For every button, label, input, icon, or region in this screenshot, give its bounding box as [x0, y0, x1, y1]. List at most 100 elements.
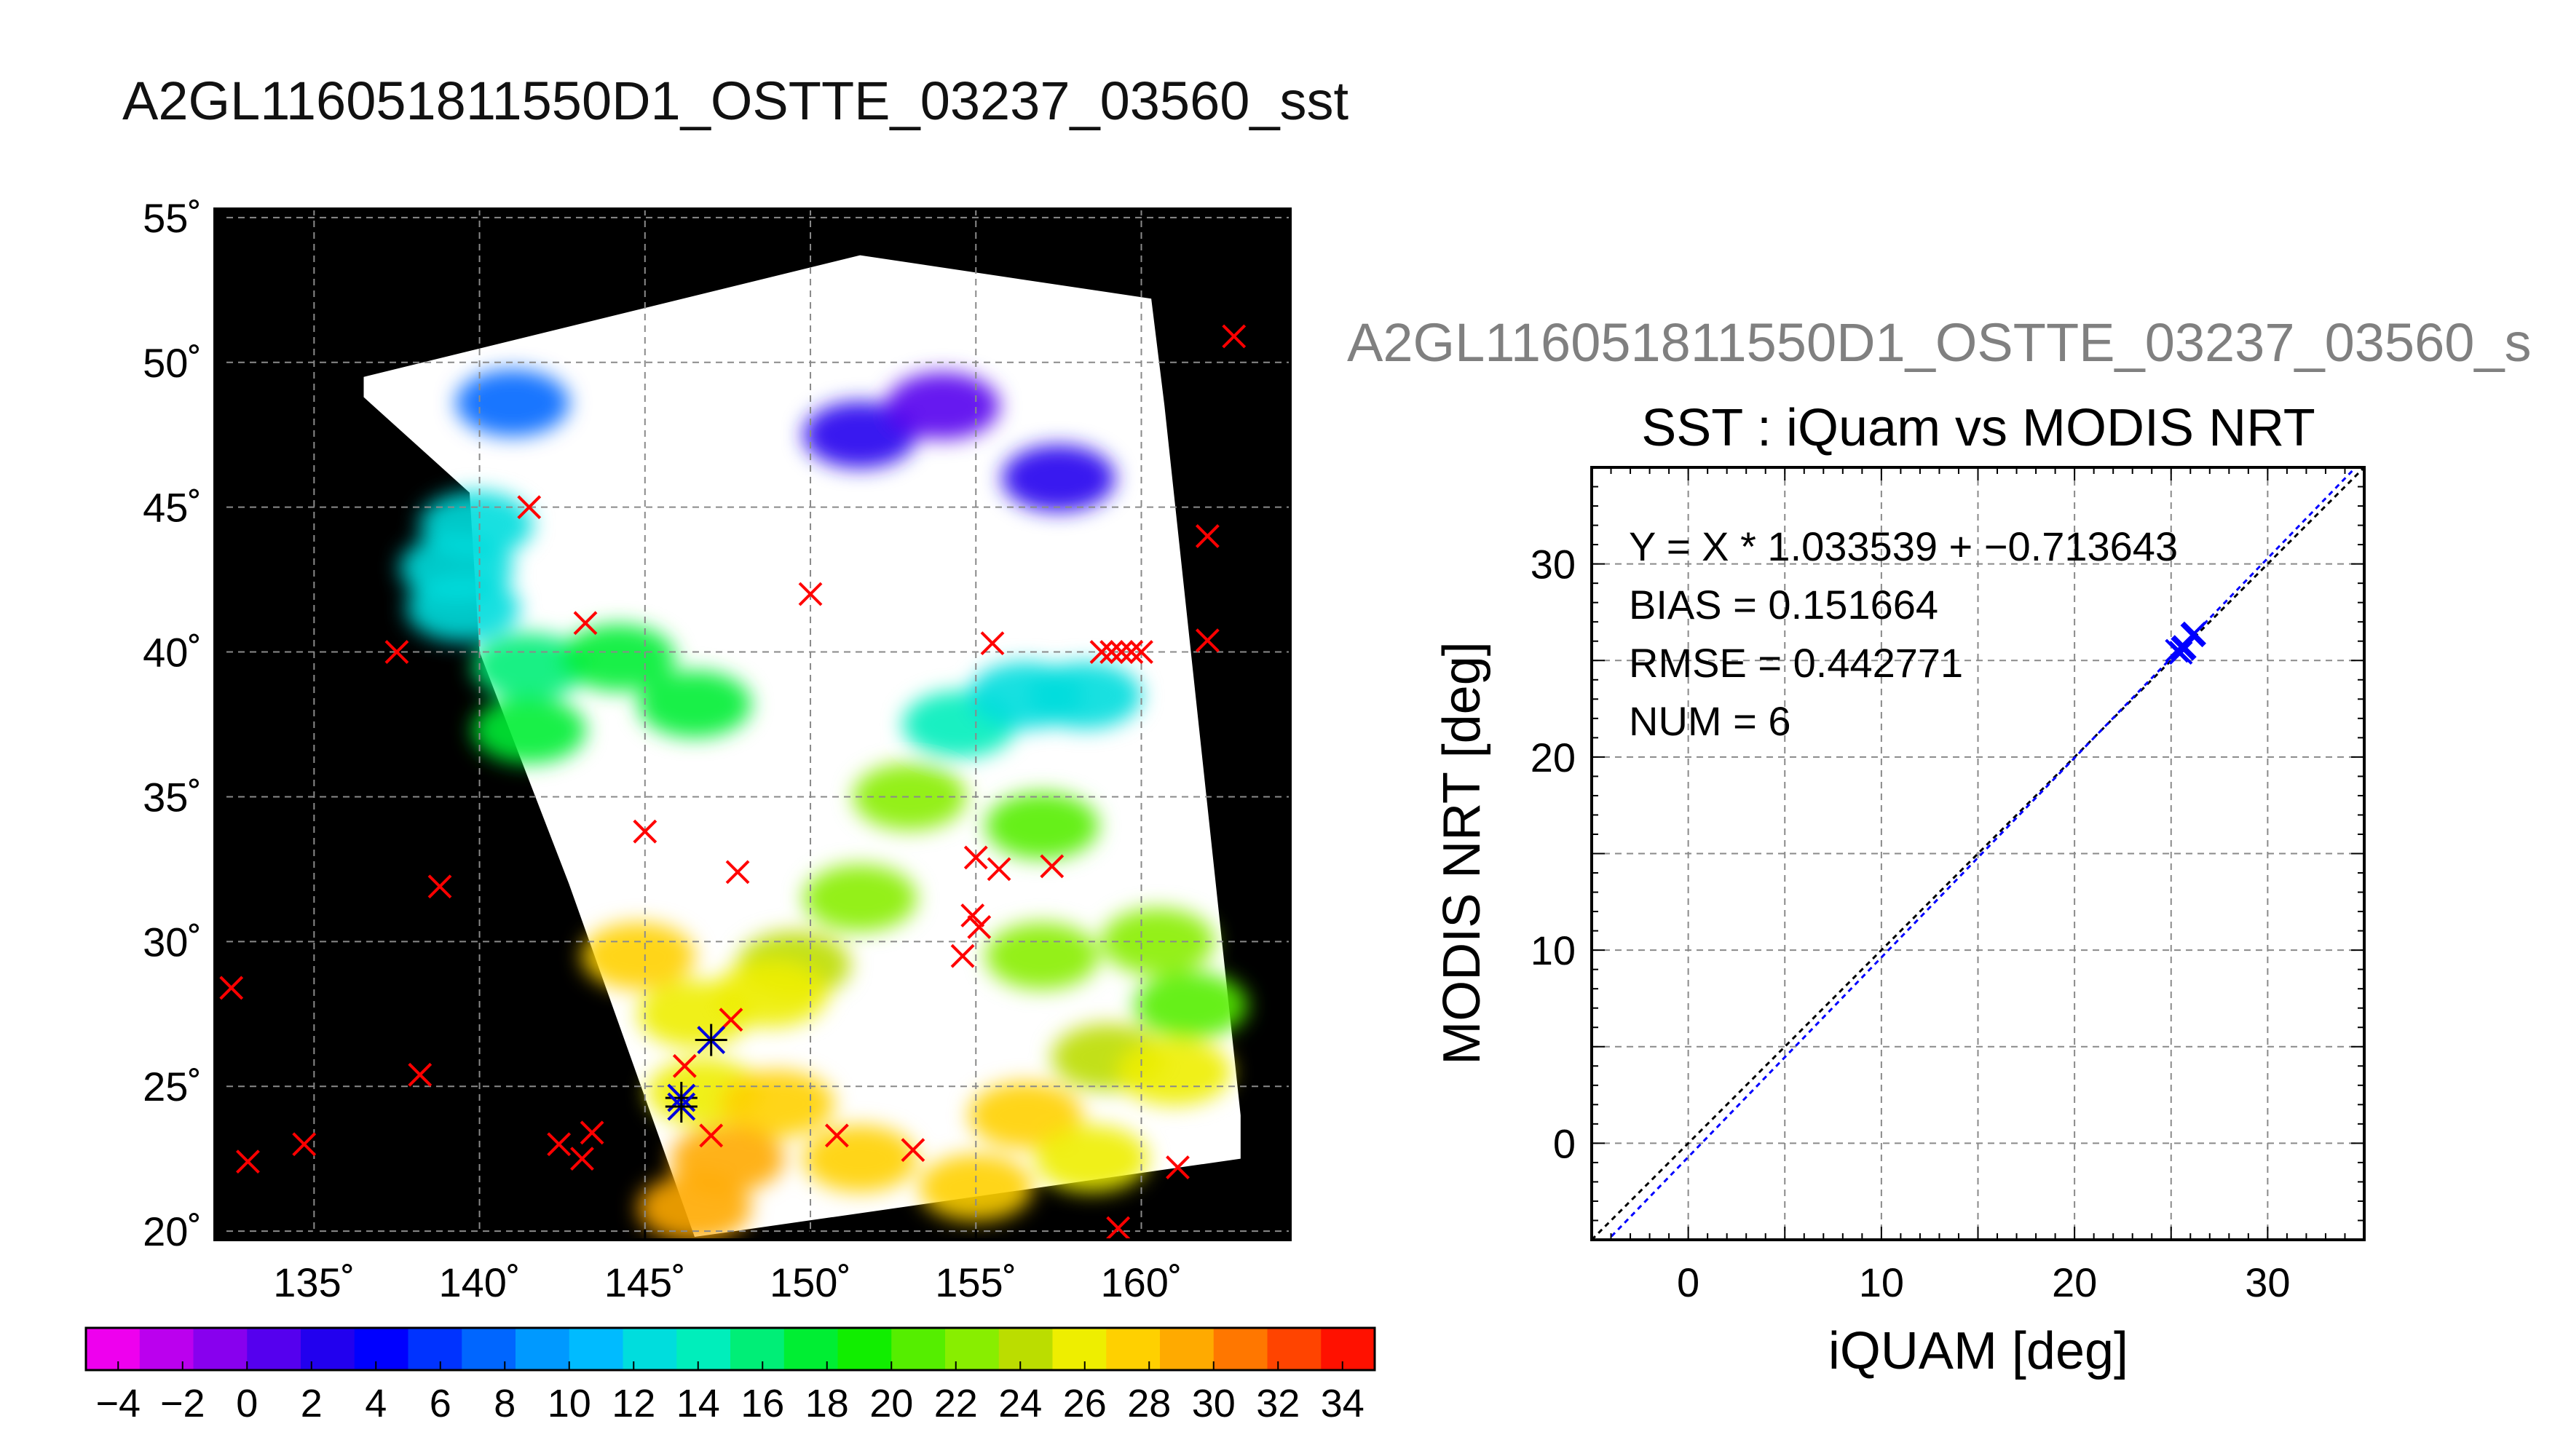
sst-patch [720, 1070, 834, 1138]
scatter-gridlines [1592, 467, 2364, 1240]
sst-patches [399, 369, 1248, 1240]
sst-patch [803, 1125, 917, 1192]
red-observation-marker-stroke-b [950, 943, 975, 968]
colorbar-swatch [516, 1328, 570, 1370]
sst-patch [985, 792, 1099, 860]
sst-patch [853, 763, 967, 831]
scatter-header: A2GL116051811550D1_OSTTE_03237_03560_s [1347, 312, 2532, 373]
colorbar-swatch [354, 1328, 409, 1370]
colorbar-swatch [247, 1328, 301, 1370]
colorbar-tick-label: 30 [1192, 1382, 1236, 1425]
red-observation-marker-stroke-b [798, 582, 823, 606]
sst-patch [985, 922, 1099, 990]
scatter-point-stroke-b [2182, 621, 2206, 646]
red-observation-marker [798, 582, 823, 606]
red-observation-marker [580, 1120, 604, 1145]
colorbar-tick-label: 2 [301, 1382, 323, 1425]
red-observation-marker-stroke-b [384, 640, 409, 664]
lat-tick-label: 45˚ [143, 485, 202, 531]
sst-patch [803, 864, 917, 932]
red-observation-marker [570, 1147, 594, 1171]
sst-patch [472, 633, 586, 700]
colorbar-tick-label: 14 [676, 1382, 720, 1425]
colorbar-tick-label: 6 [430, 1382, 451, 1425]
red-observation-marker-stroke-b [547, 1132, 572, 1157]
scatter-plot: SST : iQuam vs MODIS NRT 0 10 20 300102030 … [1433, 399, 2366, 1380]
red-observation-marker-stroke-b [219, 976, 244, 1000]
colorbar-swatch [730, 1328, 785, 1370]
scatter-point [2171, 636, 2195, 661]
red-observation-marker-stroke-b [580, 1120, 604, 1145]
sst-patch [637, 1174, 751, 1240]
red-observation-marker [408, 1062, 433, 1087]
red-observation-marker [1109, 640, 1134, 664]
sst-patch [561, 624, 676, 692]
red-observation-marker-stroke-b [1222, 324, 1247, 349]
sst-patch [885, 372, 1000, 440]
colorbar-swatch [783, 1328, 839, 1370]
red-observation-marker [1166, 1155, 1190, 1179]
red-observation-marker-stroke-b [1109, 640, 1134, 664]
colorbar-swatch [676, 1328, 731, 1370]
red-observation-marker-stroke-b [963, 845, 988, 870]
red-observation-marker [960, 903, 985, 927]
colorbar-tick-label: 22 [934, 1382, 978, 1425]
red-observation-marker-stroke-b [824, 1123, 849, 1148]
colorbar-tick-label: 8 [494, 1382, 516, 1425]
scatter-point-stroke-b [2171, 636, 2195, 661]
colorbar-tick-label: −2 [160, 1382, 205, 1425]
scatter-ticks: 0 10 20 30 0 10 20 30 [1531, 467, 2365, 1305]
sst-patch [1035, 1125, 1149, 1192]
colorbar-swatch [408, 1328, 463, 1370]
red-observation-marker-stroke-b [408, 1062, 433, 1087]
red-observation-marker-stroke-b [967, 915, 992, 939]
sst-patch [1134, 971, 1248, 1039]
red-observation-marker-stroke-b [960, 903, 985, 927]
one-to-one-line [1592, 467, 2364, 1240]
stat-annotation: BIAS = 0.151664 [1629, 582, 1938, 628]
lon-tick-label: 140˚ [439, 1259, 521, 1305]
red-observation-marker [384, 640, 409, 664]
colorbar-swatch [301, 1328, 355, 1370]
scatter-points [2165, 621, 2206, 665]
red-observation-marker [219, 976, 244, 1000]
colorbar-tick-label: 28 [1127, 1382, 1171, 1425]
red-observation-marker-stroke-b [236, 1150, 260, 1174]
colorbar-swatch [891, 1328, 946, 1370]
lon-tick-label: 155˚ [935, 1259, 1016, 1305]
colorbar-swatch [462, 1328, 516, 1370]
sst-patch [968, 1081, 1083, 1149]
red-observation-marker-stroke-b [1099, 640, 1124, 664]
red-observation-marker-stroke-b [427, 874, 452, 899]
colorbar-swatch [569, 1328, 624, 1370]
colorbar-tick-label: 32 [1256, 1382, 1300, 1425]
red-observation-marker-stroke-b [901, 1138, 925, 1163]
red-observation-marker [967, 915, 992, 939]
lon-tick-label: 160˚ [1100, 1259, 1182, 1305]
lat-tick-label: 30˚ [143, 919, 202, 965]
sst-patch [637, 670, 751, 738]
colorbar-swatch [1106, 1328, 1161, 1370]
stat-annotation: NUM = 6 [1629, 698, 1791, 744]
y-tick-label: 10 [1531, 927, 1576, 973]
red-observation-marker-stroke-b [1089, 640, 1114, 664]
colorbar-tick-label: 10 [548, 1382, 591, 1425]
red-observation-marker [427, 874, 452, 899]
map-frame [213, 207, 1292, 1241]
red-observation-marker-stroke-b [699, 1123, 724, 1148]
colorbar-tick-label: 4 [365, 1382, 387, 1425]
red-observation-marker [1099, 640, 1124, 664]
sst-patch [1117, 1038, 1231, 1106]
sst-map: 135˚ 140˚ 145˚ 150˚ 155˚ 160˚ 20˚ 25˚ 30˚ 35˚ 40˚ 4… [143, 195, 1292, 1305]
colorbar-swatch [1052, 1328, 1107, 1370]
colorbar-tick-label: 26 [1063, 1382, 1107, 1425]
stat-annotation: Y = X * 1.033539 + −0.713643 [1629, 523, 2178, 569]
red-observation-marker [1195, 524, 1220, 548]
red-observation-marker [699, 1123, 724, 1148]
sst-patch [456, 369, 570, 437]
scatter-point [2182, 621, 2206, 646]
red-observation-marker [963, 845, 988, 870]
red-observation-marker-stroke-b [517, 495, 542, 520]
map-gridlines [215, 209, 1290, 1240]
